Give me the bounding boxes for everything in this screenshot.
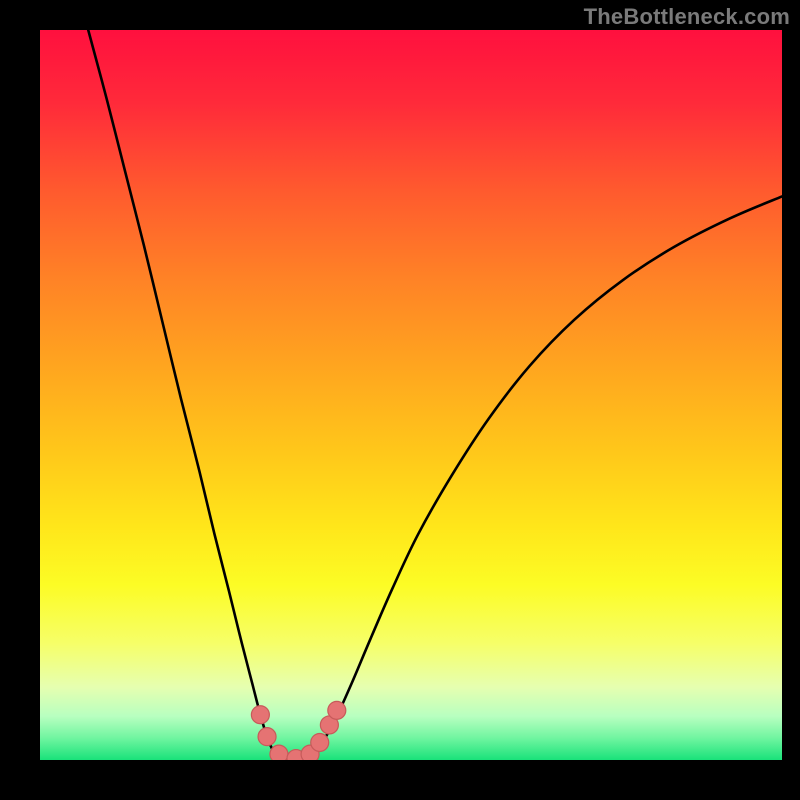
border-bottom xyxy=(0,760,800,800)
valley-marker xyxy=(311,733,329,751)
bottleneck-chart xyxy=(0,0,800,800)
watermark-text: TheBottleneck.com xyxy=(584,4,790,30)
border-left xyxy=(0,0,40,800)
chart-stage: TheBottleneck.com xyxy=(0,0,800,800)
valley-marker xyxy=(251,706,269,724)
gradient-background xyxy=(40,30,782,760)
border-right xyxy=(782,0,800,800)
valley-marker xyxy=(328,701,346,719)
valley-marker xyxy=(258,728,276,746)
